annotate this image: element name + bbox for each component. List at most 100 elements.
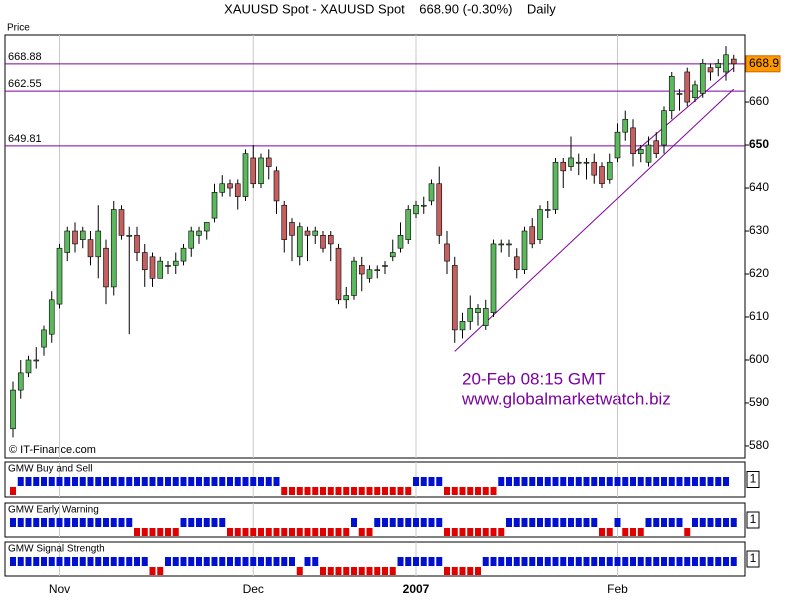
level-label: 649.81 xyxy=(8,133,42,145)
indicator-block xyxy=(250,477,257,486)
indicator-block xyxy=(110,557,117,566)
indicator-block xyxy=(684,557,691,566)
indicator-block xyxy=(699,557,706,566)
indicator-block xyxy=(56,477,63,486)
indicator-block xyxy=(374,518,381,527)
indicator-block xyxy=(273,477,280,486)
indicator-block xyxy=(87,518,94,527)
indicator-block xyxy=(397,518,404,527)
indicator-block xyxy=(265,557,272,566)
candle-body xyxy=(281,204,288,240)
indicator-block xyxy=(211,518,218,527)
indicator-block xyxy=(141,557,148,566)
indicator-block xyxy=(513,518,520,527)
y-tick-label: 600 xyxy=(749,352,769,366)
indicator-block xyxy=(25,557,32,566)
indicator-scale: 1 xyxy=(750,512,757,526)
indicator-block xyxy=(560,557,567,566)
indicator-panel xyxy=(4,541,746,577)
indicator-block xyxy=(676,477,683,486)
indicator-block xyxy=(723,518,729,527)
indicator-block xyxy=(265,528,272,536)
indicator-block xyxy=(203,518,210,527)
candle-body xyxy=(575,161,582,164)
candle-body xyxy=(622,118,629,133)
indicator-block xyxy=(591,518,598,527)
candle-body xyxy=(95,230,102,258)
indicator-block xyxy=(622,528,629,536)
candle-body xyxy=(475,308,481,314)
indicator-block xyxy=(343,487,350,495)
indicator-panel xyxy=(4,502,746,538)
indicator-block xyxy=(234,528,241,536)
indicator-block xyxy=(250,528,257,536)
candle-body xyxy=(482,308,489,326)
level-label: 662.55 xyxy=(8,78,42,90)
indicator-block xyxy=(320,487,326,495)
indicator-block xyxy=(467,487,474,495)
indicator-block xyxy=(467,528,474,536)
indicator-block xyxy=(211,557,218,566)
indicator-block xyxy=(56,518,63,527)
candle-body xyxy=(537,209,543,240)
indicator-block xyxy=(335,567,342,575)
indicator-block xyxy=(196,557,202,566)
indicator-block xyxy=(33,477,40,486)
candle-body xyxy=(459,320,466,331)
candle-body xyxy=(707,67,714,73)
indicator-block xyxy=(304,557,311,566)
indicator-block xyxy=(653,477,660,486)
indicator-block xyxy=(715,477,722,486)
candle-body xyxy=(723,54,729,73)
indicator-block xyxy=(351,487,357,495)
candle-body xyxy=(64,230,71,253)
level-label: 668.88 xyxy=(8,51,42,63)
indicator-block xyxy=(622,477,629,486)
x-tick-label: 2007 xyxy=(403,582,430,596)
indicator-block xyxy=(707,518,714,527)
last-price-box xyxy=(745,55,781,73)
indicator-block xyxy=(529,477,536,486)
candle-body xyxy=(203,222,210,232)
indicator-block xyxy=(420,557,427,566)
indicator-block xyxy=(149,477,156,486)
y-tick-label: 640 xyxy=(749,180,769,194)
indicator-block xyxy=(723,477,729,486)
indicator-block xyxy=(606,557,613,566)
indicator-block xyxy=(676,557,683,566)
indicator-block xyxy=(552,477,559,486)
indicator-scale-box xyxy=(746,471,760,488)
indicator-block xyxy=(451,487,458,495)
indicator-block xyxy=(358,487,365,495)
indicator-block xyxy=(227,557,233,566)
candle-body xyxy=(273,170,280,202)
indicator-block xyxy=(444,528,450,536)
indicator-block xyxy=(134,557,140,566)
indicator-block xyxy=(33,518,40,527)
indicator-block xyxy=(723,557,729,566)
indicator-block xyxy=(312,557,319,566)
y-tick-label: 580 xyxy=(749,438,769,452)
candle-body xyxy=(87,239,94,258)
indicator-block xyxy=(374,487,381,495)
candle-body xyxy=(451,265,458,331)
indicator-block xyxy=(374,567,381,575)
indicator-block xyxy=(661,518,667,527)
indicator-block xyxy=(289,557,295,566)
indicator-block xyxy=(583,518,590,527)
indicator-block xyxy=(95,477,102,486)
y-axis-label: Price xyxy=(7,23,30,34)
y-tick-label: 620 xyxy=(749,266,769,280)
trend-line xyxy=(632,67,735,155)
candle-body xyxy=(637,149,644,154)
indicator-block xyxy=(397,487,404,495)
indicator-block xyxy=(48,557,55,566)
indicator-block xyxy=(17,518,24,527)
annotation: 20-Feb 08:15 GMT xyxy=(462,369,606,388)
candle-body xyxy=(568,157,574,167)
indicator-block xyxy=(444,487,450,495)
indicator-block xyxy=(180,518,187,527)
candle-body xyxy=(420,204,427,207)
y-tick-label: 610 xyxy=(749,309,769,323)
